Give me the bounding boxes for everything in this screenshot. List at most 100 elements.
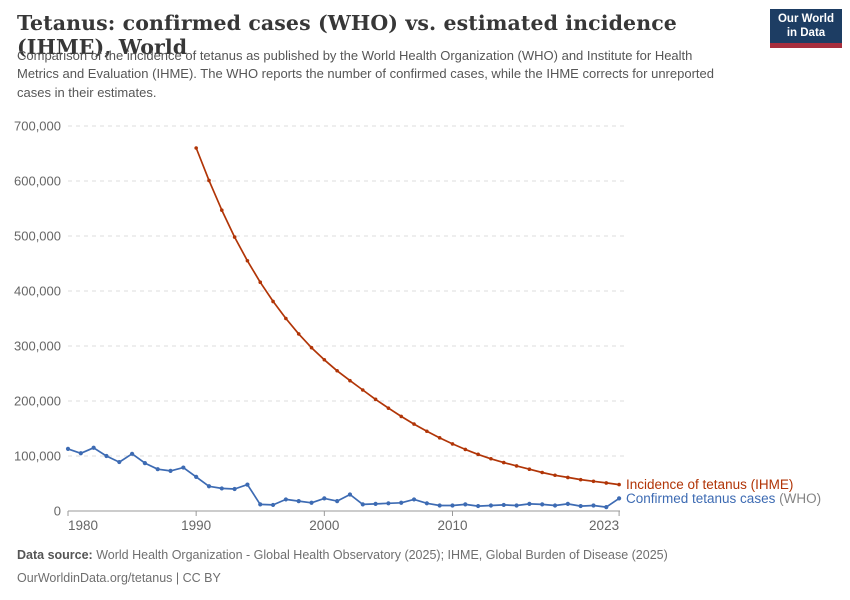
data-point[interactable]	[194, 474, 199, 479]
x-axis: 1980 1990 2000 2010 2023	[67, 510, 620, 533]
data-point[interactable]	[476, 503, 481, 509]
data-point[interactable]	[65, 446, 71, 451]
data-point[interactable]	[424, 501, 429, 506]
y-axis-labels: 0 100,000 200,000 300,000 400,000 500,000 600,…	[14, 119, 61, 519]
data-point[interactable]	[360, 388, 365, 392]
data-point[interactable]	[129, 451, 135, 456]
data-point[interactable]	[514, 503, 519, 508]
x-tick-label: 1990	[181, 518, 211, 533]
owid-logo-line2: in Data	[786, 27, 826, 39]
data-point[interactable]	[194, 146, 198, 150]
data-point[interactable]	[386, 501, 391, 506]
data-point[interactable]	[463, 502, 468, 507]
data-point[interactable]	[309, 345, 314, 350]
data-source-text: World Health Organization - Global Healt…	[92, 548, 668, 562]
data-point[interactable]	[296, 332, 301, 336]
data-point[interactable]	[142, 461, 147, 466]
data-point[interactable]	[258, 502, 263, 507]
data-point[interactable]	[296, 499, 301, 504]
data-point[interactable]	[271, 299, 275, 304]
data-point[interactable]	[566, 475, 570, 480]
data-point[interactable]	[232, 235, 237, 239]
data-point[interactable]	[335, 499, 340, 504]
data-point[interactable]	[219, 486, 224, 491]
series-line-ihme[interactable]	[195, 147, 620, 486]
data-point[interactable]	[386, 406, 391, 410]
data-point[interactable]	[373, 397, 378, 402]
data-point[interactable]	[425, 429, 429, 434]
line-chart-canvas[interactable]: 0 100,000 200,000 300,000 400,000 500,000 600,…	[0, 115, 850, 540]
data-point[interactable]	[527, 467, 532, 472]
data-point[interactable]	[104, 453, 109, 459]
data-point[interactable]	[399, 500, 404, 505]
data-point[interactable]	[399, 414, 404, 419]
data-point[interactable]	[591, 479, 596, 484]
data-point[interactable]	[617, 482, 621, 487]
data-point[interactable]	[181, 465, 186, 470]
data-point[interactable]	[437, 436, 442, 440]
series-who[interactable]: Confirmed tetanus cases (WHO)	[65, 445, 821, 510]
data-point[interactable]	[91, 445, 96, 450]
data-point[interactable]	[463, 447, 468, 452]
data-point[interactable]	[578, 503, 583, 509]
data-point[interactable]	[207, 178, 211, 183]
data-point[interactable]	[489, 456, 493, 461]
x-tick-label: 2023	[589, 518, 619, 533]
data-point[interactable]	[450, 503, 455, 508]
owid-logo[interactable]: Our World in Data	[770, 9, 842, 48]
y-tick-label: 300,000	[14, 339, 61, 354]
data-point[interactable]	[617, 496, 622, 501]
data-source-label: Data source:	[17, 548, 93, 562]
data-point[interactable]	[514, 464, 519, 468]
data-point[interactable]	[322, 357, 327, 362]
y-tick-label: 400,000	[14, 284, 61, 299]
data-point[interactable]	[78, 451, 83, 456]
data-point[interactable]	[476, 452, 480, 457]
data-point[interactable]	[284, 316, 288, 321]
data-point[interactable]	[360, 502, 365, 507]
data-point[interactable]	[347, 492, 353, 497]
data-point[interactable]	[232, 486, 237, 492]
data-point[interactable]	[373, 501, 378, 506]
data-point[interactable]	[578, 477, 583, 482]
data-point[interactable]	[540, 470, 545, 475]
data-point[interactable]	[604, 505, 609, 510]
data-point[interactable]	[155, 467, 160, 472]
data-point[interactable]	[552, 503, 558, 508]
data-point[interactable]	[270, 502, 276, 508]
data-point[interactable]	[283, 497, 288, 502]
data-point[interactable]	[168, 468, 173, 473]
series-ihme[interactable]: Incidence of tetanus (IHME)	[194, 146, 793, 492]
x-tick-label: 1980	[68, 518, 98, 533]
data-point[interactable]	[450, 442, 455, 446]
data-point[interactable]	[245, 258, 250, 263]
data-point[interactable]	[245, 482, 250, 487]
data-point[interactable]	[412, 422, 416, 426]
data-point[interactable]	[309, 500, 314, 505]
data-point[interactable]	[258, 280, 263, 284]
x-tick-label: 2010	[437, 518, 467, 533]
data-point[interactable]	[501, 460, 506, 465]
data-point[interactable]	[591, 503, 596, 508]
y-tick-label: 100,000	[14, 449, 61, 464]
data-point[interactable]	[565, 501, 570, 506]
data-point[interactable]	[437, 503, 442, 508]
data-point[interactable]	[117, 459, 122, 465]
data-point[interactable]	[206, 484, 212, 489]
data-point[interactable]	[604, 481, 609, 485]
data-point[interactable]	[540, 502, 545, 507]
data-point[interactable]	[411, 497, 417, 502]
data-point[interactable]	[527, 501, 532, 506]
citation-line[interactable]: OurWorldinData.org/tetanus | CC BY	[17, 571, 221, 586]
data-point[interactable]	[488, 503, 494, 508]
data-point[interactable]	[335, 368, 339, 373]
data-point[interactable]	[219, 208, 224, 212]
legend-label-who[interactable]: Confirmed tetanus cases (WHO)	[626, 491, 821, 506]
legend-label-ihme[interactable]: Incidence of tetanus (IHME)	[626, 477, 793, 492]
data-point[interactable]	[322, 496, 327, 501]
data-point[interactable]	[501, 502, 506, 508]
series-line-who[interactable]	[67, 446, 620, 508]
data-point[interactable]	[553, 473, 557, 478]
data-point[interactable]	[348, 378, 352, 383]
